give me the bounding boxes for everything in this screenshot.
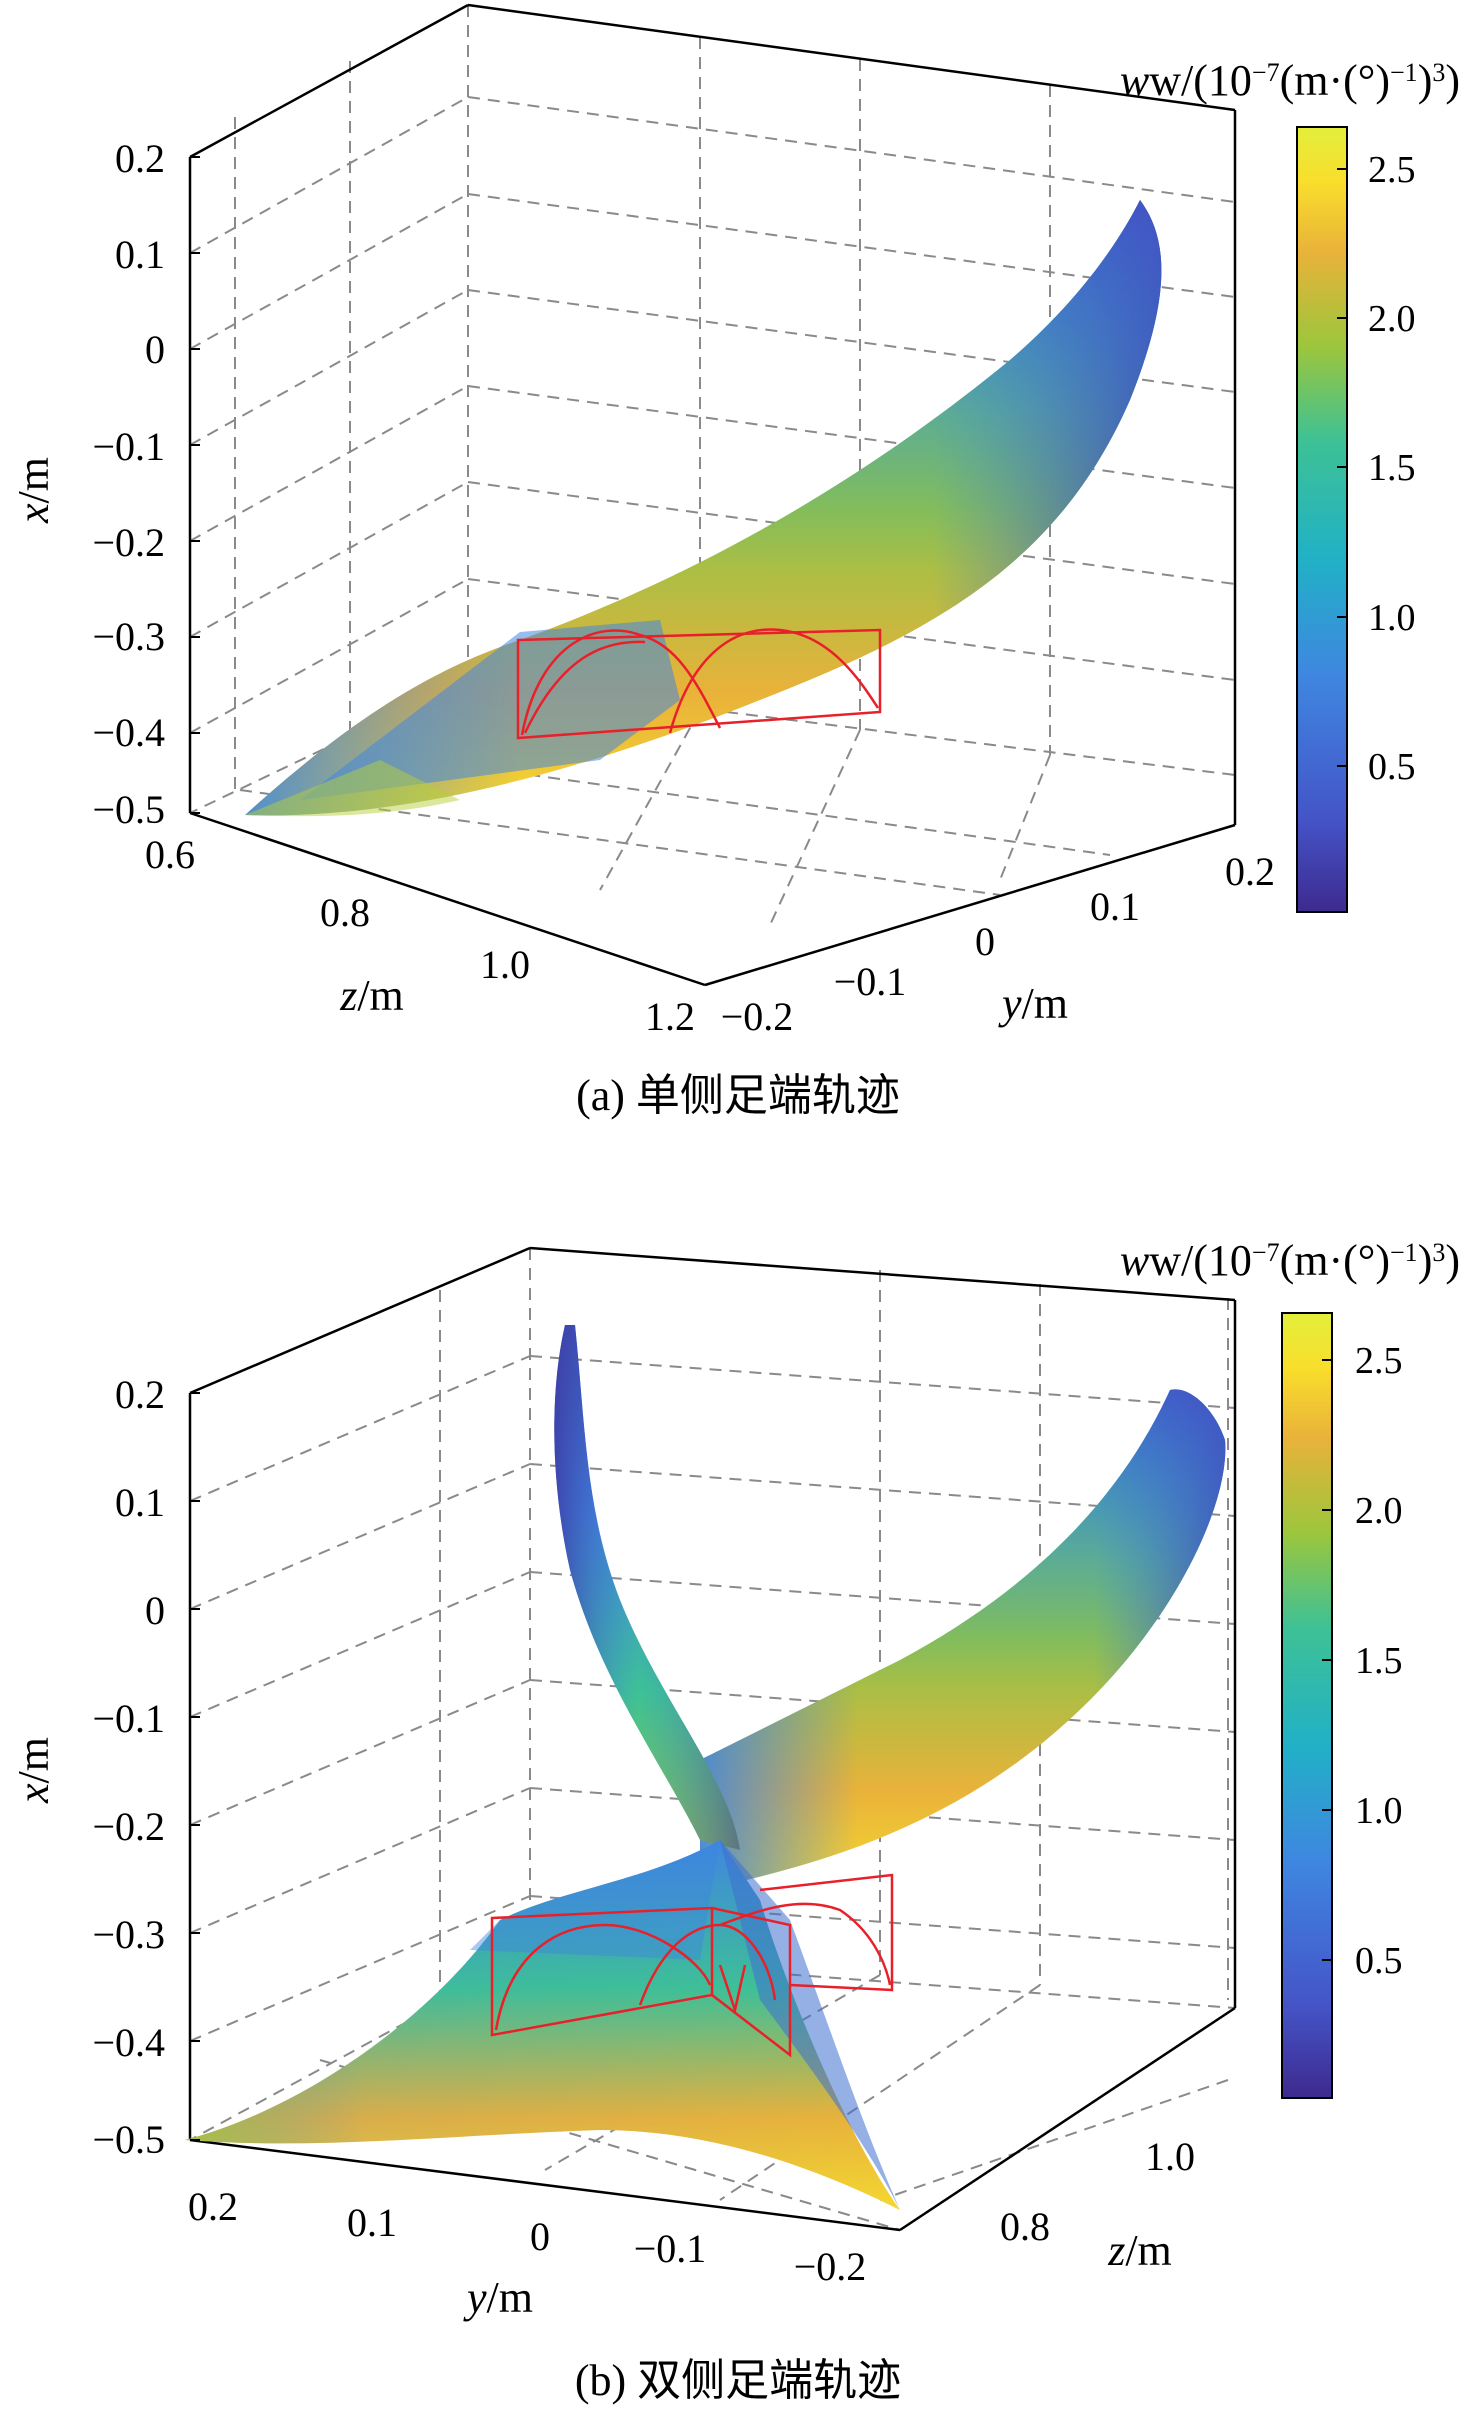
chart-a-gait-overlay (516, 628, 882, 740)
x-tick-label: 0.1 (115, 1480, 165, 1525)
x-tick-label: 0.2 (115, 1372, 165, 1417)
y-tick-label: −0.2 (794, 2244, 867, 2289)
colorbar-a-title: ww/(10−7(m·(°)−1)3) (1120, 56, 1460, 105)
z-tick-label: 1.0 (480, 942, 530, 987)
chart-b: 0.2 0.1 0 −0.1 −0.2 −0.3 −0.4 −0.5 x/m 0… (9, 1236, 1460, 2405)
x-tick-label: −0.1 (92, 1696, 165, 1741)
chart-a-zlabel: z/m (339, 971, 404, 1020)
chart-b-zaxis-labels: 0.8 1.0 (1000, 2134, 1195, 2249)
chart-b-gait-overlay (490, 1873, 894, 2058)
chart-a-frame (188, 3, 1237, 987)
colorbar-tick-label: 2.0 (1368, 298, 1416, 340)
colorbar-tick-label: 2.5 (1368, 149, 1416, 191)
chart-a-zaxis-labels: 0.6 0.8 1.0 1.2 (145, 832, 695, 1039)
x-tick-label: −0.2 (92, 1804, 165, 1849)
z-tick-label: 0.8 (320, 890, 370, 935)
cb-title-prefix: w/(10 (1149, 56, 1252, 105)
chart-a-ylabel: y/m (998, 979, 1068, 1028)
chart-b-colorbar: 2.5 2.0 1.5 1.0 0.5 ww/(10−7(m·(°)−1)3) (1120, 1236, 1460, 2099)
chart-b-ylabel: y/m (463, 2273, 533, 2322)
chart-a-caption: (a) 单侧足端轨迹 (576, 1071, 900, 1120)
y-tick-label: 0.2 (188, 2184, 238, 2229)
colorbar-b-title: ww/(10−7(m·(°)−1)3) (1120, 1236, 1460, 1285)
chart-b-xlabel: x/m (9, 1737, 58, 1804)
chart-b-zlabel: z/m (1107, 2226, 1172, 2275)
x-tick-label: −0.2 (92, 520, 165, 565)
colorbar-tick-label: 0.5 (1368, 746, 1416, 788)
x-tick-label: −0.5 (92, 2117, 165, 2162)
chart-b-yaxis-labels: 0.2 0.1 0 −0.1 −0.2 (188, 2184, 866, 2289)
z-tick-label: 0.6 (145, 832, 195, 877)
chart-b-xaxis-labels: 0.2 0.1 0 −0.1 −0.2 −0.3 −0.4 −0.5 (92, 1372, 165, 2162)
colorbar-a-bar (1296, 126, 1348, 913)
x-tick-label: 0.2 (115, 136, 165, 181)
chart-a-xaxis-ticks (190, 156, 200, 814)
z-tick-label: 1.0 (1145, 2134, 1195, 2179)
y-tick-label: −0.1 (634, 2226, 707, 2271)
chart-a-xaxis-labels: 0.2 0.1 0 −0.1 −0.2 −0.3 −0.4 −0.5 (92, 136, 165, 832)
chart-b-grid (189, 1247, 1236, 2231)
x-tick-label: −0.5 (92, 787, 165, 832)
colorbar-b-bar (1281, 1312, 1333, 2099)
colorbar-tick-label: 1.5 (1368, 447, 1416, 489)
x-tick-label: 0.1 (115, 232, 165, 277)
y-tick-label: 0.1 (1090, 884, 1140, 929)
colorbar-tick-label: 0.5 (1355, 1940, 1403, 1982)
x-tick-label: −0.4 (92, 710, 165, 755)
chart-b-xaxis-ticks (190, 1392, 200, 2141)
x-tick-label: −0.3 (92, 614, 165, 659)
z-tick-label: 1.2 (645, 994, 695, 1039)
colorbar-tick-label: 2.5 (1355, 1340, 1403, 1382)
y-tick-label: 0.1 (347, 2200, 397, 2245)
z-tick-label: 0.8 (1000, 2204, 1050, 2249)
chart-b-surface (185, 1325, 1226, 2210)
colorbar-tick-label: 2.0 (1355, 1490, 1403, 1532)
colorbar-tick-label: 1.0 (1355, 1790, 1403, 1832)
x-tick-label: 0 (145, 1588, 165, 1633)
x-tick-label: −0.1 (92, 424, 165, 469)
x-tick-label: 0 (145, 327, 165, 372)
chart-a-colorbar: 2.5 2.0 1.5 1.0 0.5 ww/(10−7(m·(°)−1)3) (1120, 56, 1460, 913)
chart-a: 0.2 0.1 0 −0.1 −0.2 −0.3 −0.4 −0.5 x/m 0… (9, 3, 1460, 1120)
y-tick-label: −0.1 (834, 959, 907, 1004)
chart-b-caption: (b) 双侧足端轨迹 (575, 2356, 901, 2405)
x-tick-label: −0.3 (92, 1912, 165, 1957)
y-tick-label: 0 (975, 919, 995, 964)
chart-a-surface (245, 200, 1162, 817)
chart-b-frame (188, 1246, 1237, 2232)
colorbar-tick-label: 1.5 (1355, 1640, 1403, 1682)
y-tick-label: −0.2 (721, 994, 794, 1039)
y-tick-label: 0 (530, 2214, 550, 2259)
y-tick-label: 0.2 (1225, 849, 1275, 894)
chart-a-yaxis-labels: −0.2 −0.1 0 0.1 0.2 (721, 849, 1275, 1039)
x-tick-label: −0.4 (92, 2020, 165, 2065)
colorbar-tick-label: 1.0 (1368, 597, 1416, 639)
chart-a-xlabel: x/m (9, 457, 58, 524)
